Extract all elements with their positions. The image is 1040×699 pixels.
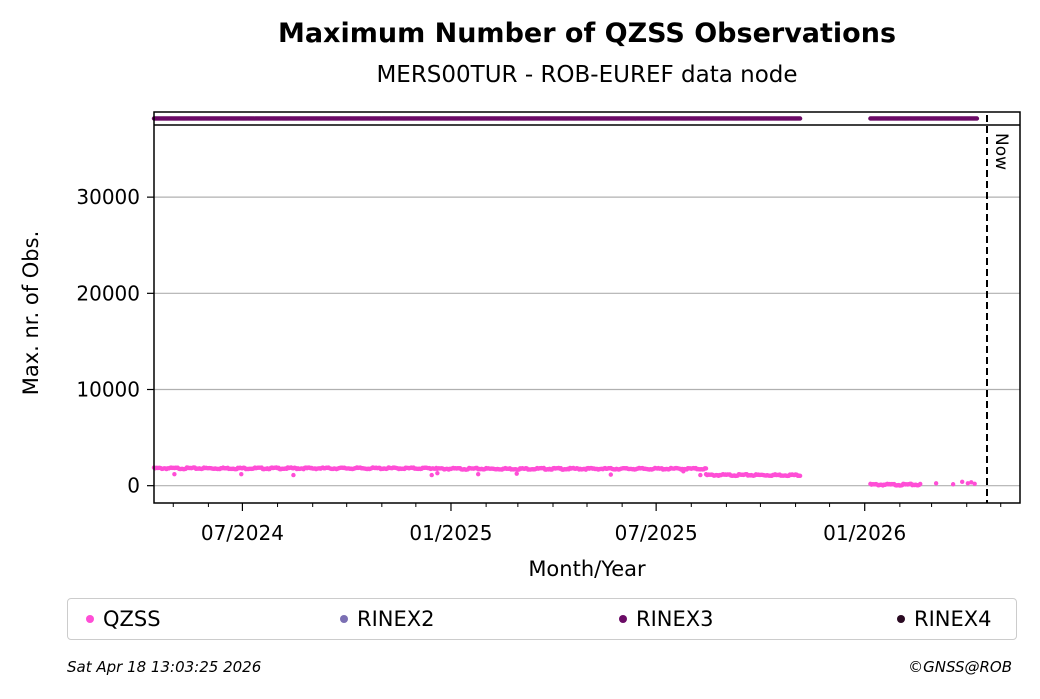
qzss-point	[429, 472, 434, 478]
legend-item-rinex3: RINEX3	[619, 599, 714, 639]
qzss-point	[918, 481, 923, 487]
rinex-strip	[151, 116, 980, 121]
legend-item-qzss: QZSS	[86, 599, 161, 639]
x-tick-label: 01/2025	[409, 521, 492, 545]
qzss-point	[435, 470, 440, 476]
x-axis-label: Month/Year	[528, 557, 646, 581]
legend-label-qzss: QZSS	[103, 607, 161, 631]
qzss-point	[959, 479, 965, 485]
qzss-point	[972, 481, 977, 486]
qzss-point	[950, 482, 956, 487]
legend-label-rinex4: RINEX4	[914, 607, 992, 631]
qzss-point	[475, 471, 481, 477]
qzss-point	[291, 472, 296, 478]
legend-marker-rinex3	[619, 615, 627, 623]
chart-title: Maximum Number of QZSS Observations	[278, 18, 896, 49]
qzss-point	[681, 469, 686, 474]
footer-credit: ©GNSS@ROB	[908, 658, 1012, 676]
qzss-point	[797, 473, 803, 479]
y-axis: 0 10000 20000 30000	[76, 185, 154, 498]
x-tick-label: 07/2025	[615, 521, 698, 545]
y-tick-label: 30000	[76, 185, 140, 209]
qzss-point	[933, 481, 939, 486]
legend: QZSS RINEX2 RINEX3 RINEX4	[67, 598, 1017, 640]
qzss-point	[608, 472, 614, 477]
now-label: Now	[991, 133, 1011, 170]
rinex3-strip-point	[974, 116, 980, 121]
legend-marker-rinex4	[897, 615, 905, 623]
qzss-point	[703, 466, 709, 471]
qzss-point	[514, 471, 519, 476]
legend-item-rinex2: RINEX2	[340, 599, 435, 639]
data-points	[151, 465, 977, 488]
legend-label-rinex3: RINEX3	[636, 607, 714, 631]
y-axis-label: Max. nr. of Obs.	[19, 231, 43, 396]
grid-lines	[154, 196, 1020, 487]
y-tick-label: 10000	[76, 378, 140, 402]
legend-marker-rinex2	[340, 615, 348, 623]
x-axis: 07/2024 01/2025 07/2025 01/2026	[172, 503, 1002, 545]
x-tick-label: 07/2024	[201, 521, 284, 545]
legend-marker-qzss	[86, 615, 94, 623]
qzss-point	[698, 472, 703, 478]
legend-item-rinex4: RINEX4	[897, 599, 992, 639]
chart-subtitle: MERS00TUR - ROB-EUREF data node	[376, 62, 797, 88]
y-tick-label: 0	[127, 474, 140, 498]
qzss-point	[965, 481, 971, 486]
y-tick-label: 20000	[76, 281, 140, 305]
rinex3-strip-point	[797, 116, 803, 121]
legend-label-rinex2: RINEX2	[357, 607, 435, 631]
x-tick-label: 01/2026	[823, 521, 906, 545]
qzss-point	[172, 471, 177, 477]
footer-timestamp: Sat Apr 18 13:03:25 2026	[67, 658, 262, 676]
plot-frame	[153, 111, 1021, 504]
qzss-point	[969, 480, 974, 485]
qzss-point	[239, 471, 244, 477]
